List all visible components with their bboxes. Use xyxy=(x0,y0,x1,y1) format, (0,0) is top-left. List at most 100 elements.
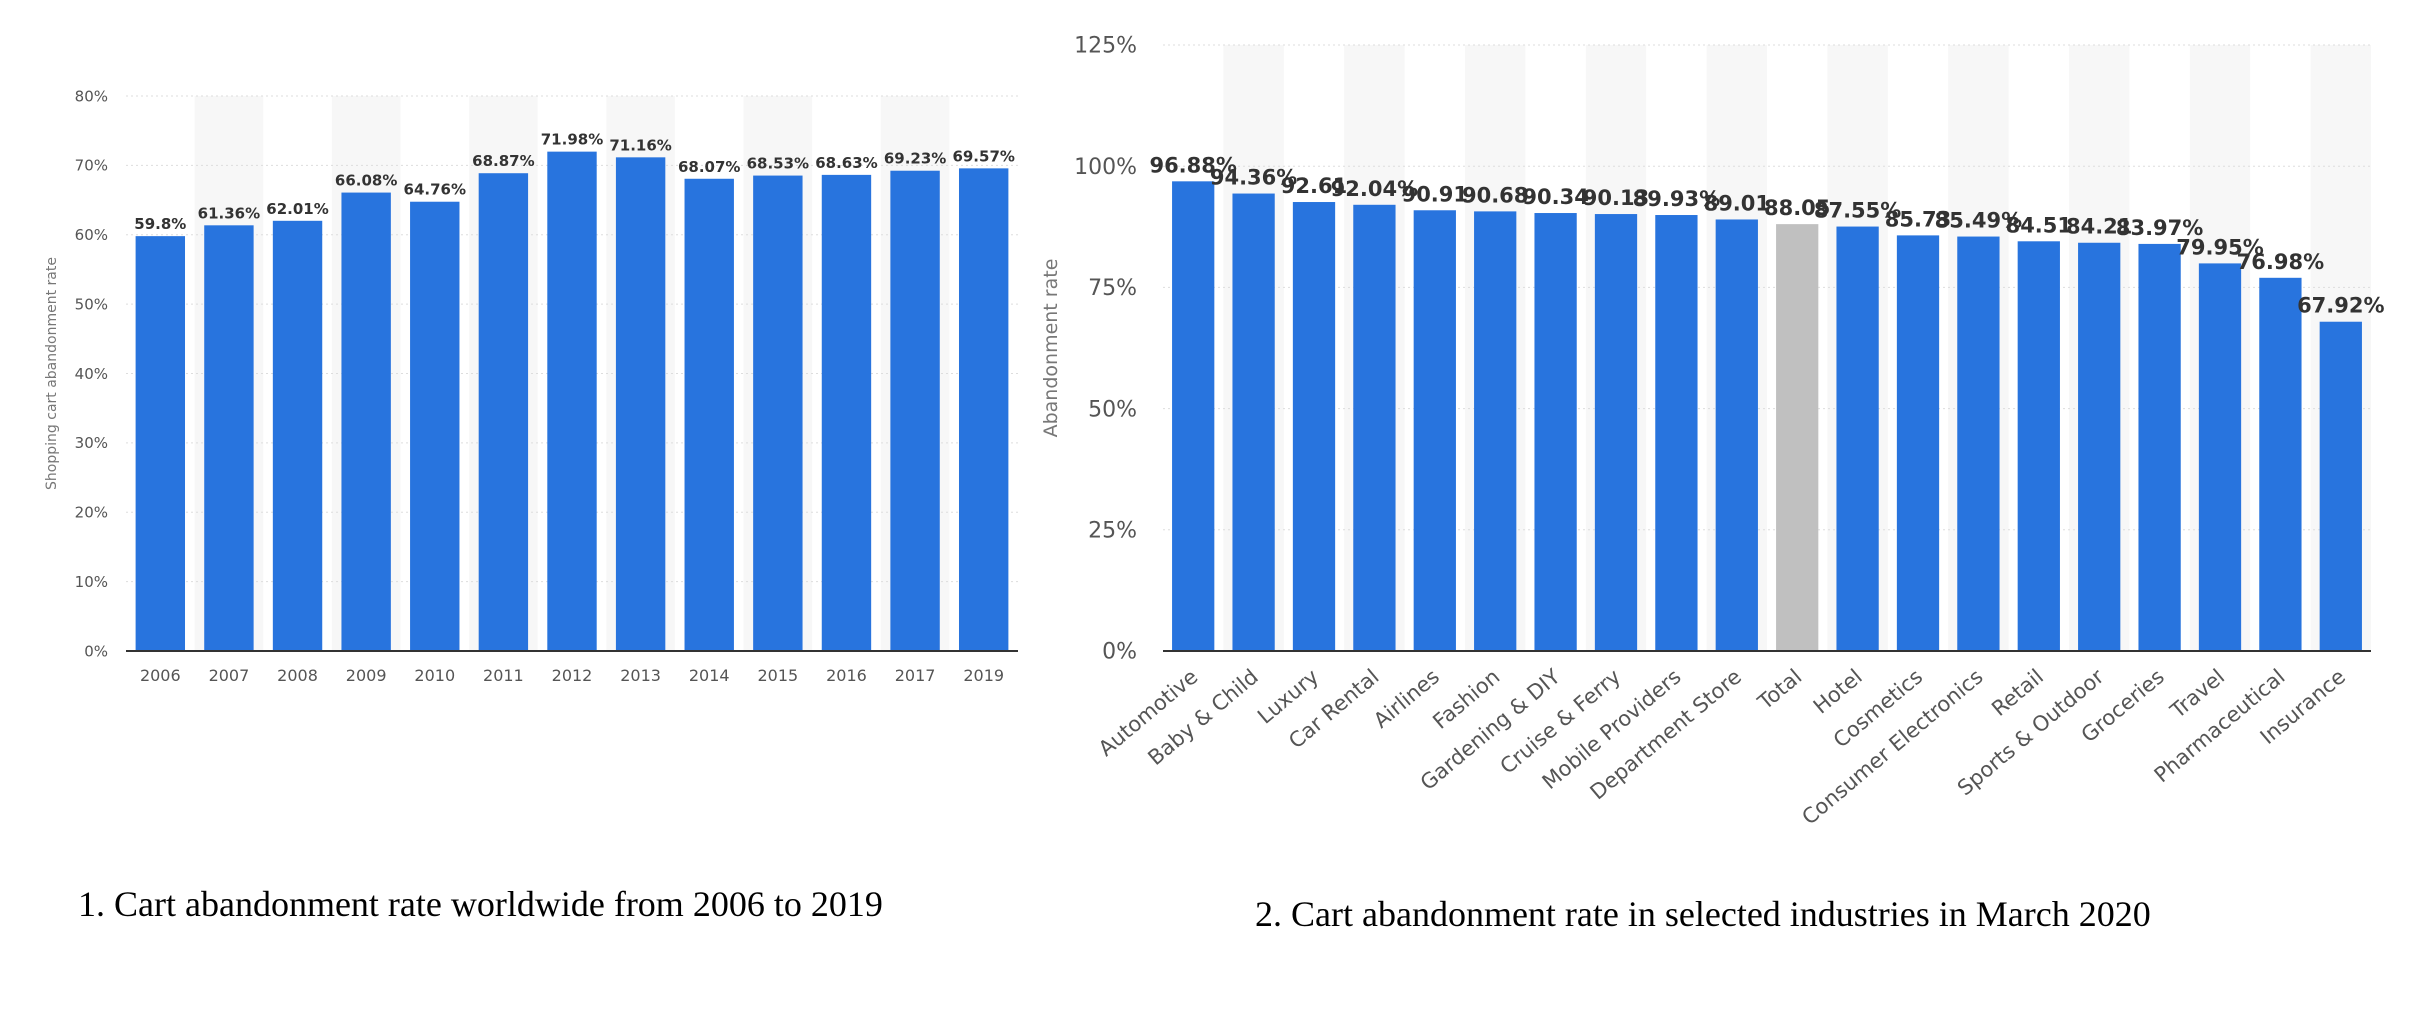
y-tick-label: 40% xyxy=(75,365,108,383)
bar xyxy=(1172,181,1215,652)
data-label: 79.95% xyxy=(2176,235,2263,259)
bar xyxy=(1896,235,1940,651)
y-tick-label: 10% xyxy=(75,573,108,591)
x-tick-label: 2016 xyxy=(826,666,867,685)
data-label: 84.21 xyxy=(2066,215,2132,239)
y-tick-label: 25% xyxy=(1088,519,1137,544)
bar xyxy=(1353,204,1396,651)
bar xyxy=(890,170,940,652)
data-label: 69.23% xyxy=(884,150,946,168)
bar xyxy=(1292,202,1336,651)
bar xyxy=(410,201,460,652)
x-tick-label: 2011 xyxy=(483,666,524,685)
bar xyxy=(1534,213,1577,651)
data-label: 90.34 xyxy=(1522,185,1588,209)
data-label: 92.04% xyxy=(1331,177,1418,201)
bar xyxy=(1594,214,1638,652)
bar xyxy=(684,178,734,651)
bar xyxy=(2259,277,2302,651)
x-tick-label: 2012 xyxy=(552,666,593,685)
bar xyxy=(615,157,666,651)
data-label: 68.07% xyxy=(678,158,740,176)
x-tick-label: 2017 xyxy=(895,666,936,685)
bar xyxy=(272,220,323,652)
data-label: 71.98% xyxy=(541,131,603,149)
data-label: 68.63% xyxy=(815,154,877,172)
y-tick-label: 60% xyxy=(75,226,108,244)
bar xyxy=(2198,263,2242,651)
data-label: 85.49% xyxy=(1935,209,2022,233)
data-label: 90.91 xyxy=(1402,182,1468,206)
data-label: 66.08% xyxy=(335,172,397,190)
bar xyxy=(547,151,597,652)
x-tick-label: 2006 xyxy=(140,666,181,685)
y-tick-label: 30% xyxy=(75,434,108,452)
data-label: 85.73 xyxy=(1885,207,1951,231)
chart-2-industry-cart-abandonment: 0%25%50%75%100%125%96.88%Automotive94.36… xyxy=(1040,34,2385,830)
data-label: 89.01 xyxy=(1704,191,1770,215)
bar xyxy=(753,175,803,651)
bar xyxy=(2138,243,2181,651)
data-label: 64.76% xyxy=(404,181,466,199)
x-tick-label: 2013 xyxy=(620,666,661,685)
bar xyxy=(1957,236,2000,651)
bar xyxy=(1776,224,1819,651)
bar xyxy=(2017,241,2060,651)
data-label: 90.13 xyxy=(1583,186,1649,210)
bar xyxy=(1655,215,1698,652)
bar xyxy=(1232,193,1275,651)
data-label: 61.36% xyxy=(198,204,260,222)
x-tick-label: 2008 xyxy=(277,666,318,685)
y-tick-label: 50% xyxy=(1088,397,1137,422)
data-label: 84.51 xyxy=(2006,213,2072,237)
data-label: 68.53% xyxy=(747,155,809,173)
chart-1-worldwide-cart-abandonment: 0% 10% 20% 30% 40% 50% 60% 70% 80% 59.8% 2006 61.36… xyxy=(44,87,1018,685)
bar xyxy=(958,168,1009,651)
y-tick-label: 100% xyxy=(1074,155,1137,180)
bar xyxy=(2078,242,2121,651)
y-tick-label: 50% xyxy=(75,295,108,313)
data-label: 92.61 xyxy=(1281,174,1347,198)
chart-2-caption: 2. Cart abandonment rate in selected ind… xyxy=(1255,894,2151,934)
data-label: 59.8% xyxy=(134,215,186,233)
bar xyxy=(478,173,529,652)
y-tick-label: 125% xyxy=(1074,34,1137,59)
data-label: 87.55% xyxy=(1814,199,1901,223)
bar xyxy=(1413,210,1456,652)
data-label: 67.92% xyxy=(2297,294,2384,318)
x-tick-label: Airlines xyxy=(1369,664,1444,732)
bar xyxy=(1836,226,1879,651)
y-tick-label: 0% xyxy=(1102,640,1137,665)
y-axis-label: Abandonment rate xyxy=(1040,259,1062,438)
y-tick-label: 80% xyxy=(75,87,108,105)
data-label: 83.97% xyxy=(2116,216,2203,240)
data-label: 89.93% xyxy=(1633,187,1720,211)
bar xyxy=(341,192,391,651)
bar xyxy=(204,225,254,651)
x-tick-label: 2019 xyxy=(963,666,1004,685)
bar xyxy=(1715,219,1758,651)
chart-1-caption: 1. Cart abandonment rate worldwide from … xyxy=(78,884,883,924)
data-label: 88.05 xyxy=(1764,196,1830,220)
x-tick-label: 2007 xyxy=(209,666,250,685)
data-label: 62.01% xyxy=(266,200,328,218)
y-tick-label: 75% xyxy=(1088,276,1137,301)
y-axis-label: Shopping cart abandonment rate xyxy=(44,257,60,490)
data-label: 96.88% xyxy=(1149,153,1236,177)
data-label: 94.36% xyxy=(1210,166,1297,190)
bar xyxy=(135,236,186,651)
data-label: 68.87% xyxy=(472,152,534,170)
x-tick-label: 2015 xyxy=(757,666,798,685)
data-label: 71.16% xyxy=(609,136,671,154)
bar xyxy=(2319,321,2362,651)
bar xyxy=(1474,211,1517,651)
y-tick-label: 20% xyxy=(75,504,108,522)
data-label: 76.98% xyxy=(2237,250,2324,274)
y-tick-label: 70% xyxy=(75,157,108,175)
y-tick-label: 0% xyxy=(84,642,108,660)
x-tick-label: Total xyxy=(1753,664,1807,715)
x-tick-label: 2010 xyxy=(414,666,455,685)
bar xyxy=(821,174,872,651)
x-tick-label: 2014 xyxy=(689,666,730,685)
